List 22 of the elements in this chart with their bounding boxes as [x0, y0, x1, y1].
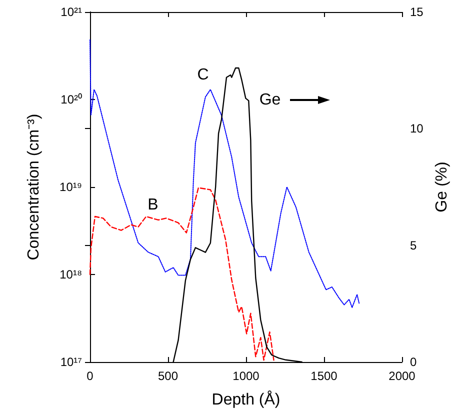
y2-tick-label: 10 [410, 122, 424, 136]
y-tick-label: 10¹⁸ [60, 268, 82, 282]
y2-tick-label: 15 [410, 5, 424, 19]
x-axis-title: Depth (Å) [212, 390, 280, 408]
y-tick-label: 10¹⁷ [60, 355, 82, 369]
y-axis-title: Concentration (cm⁻³) [26, 114, 42, 260]
annotation: C [197, 66, 209, 84]
x-tick-label: 500 [158, 369, 178, 383]
annotation: B [148, 196, 158, 214]
annotation: Ge [259, 92, 281, 108]
y-tick-label: 10²¹ [60, 5, 82, 19]
x-tick-label: 2000 [388, 369, 416, 383]
y-tick-label: 10¹⁹ [60, 180, 82, 194]
x-tick-label: 1000 [232, 369, 260, 383]
y2-axis-title: Ge (%) [434, 162, 451, 212]
y2-tick-label: 5 [410, 238, 417, 252]
x-tick-label: 1500 [310, 369, 338, 383]
x-tick-label: 0 [86, 369, 94, 383]
line-series [90, 39, 360, 308]
y2-tick-label: 0 [410, 355, 417, 369]
y-tick-label: 10²⁰ [60, 92, 82, 106]
line-series [89, 187, 274, 361]
